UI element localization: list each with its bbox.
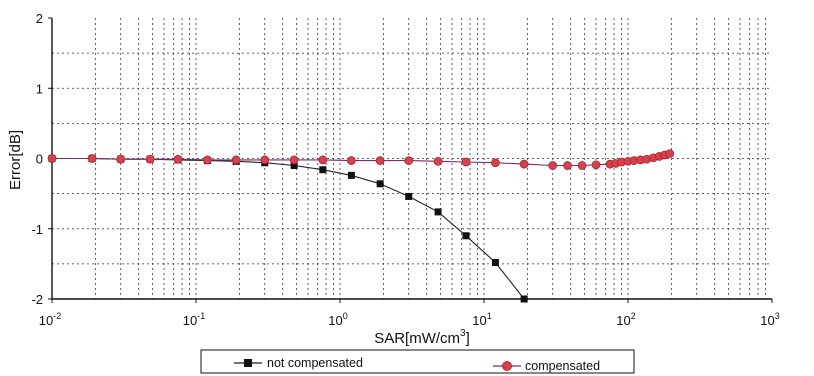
point-compensated: [433, 156, 443, 166]
point-compensated: [173, 154, 183, 164]
point-compensated: [491, 158, 500, 168]
legend-compensated-label: compensated: [525, 359, 600, 373]
point-not-compensated: [319, 166, 327, 174]
point-compensated: [87, 154, 97, 163]
point-compensated: [665, 149, 675, 158]
point-compensated: [116, 154, 126, 164]
point-compensated: [231, 155, 241, 165]
point-compensated: [404, 156, 414, 165]
legend-compensated-marker: [502, 361, 512, 371]
point-not-compensated: [290, 162, 298, 170]
legend-not-compensated-marker: [244, 359, 252, 367]
x-axis-label-end: ]: [466, 330, 470, 347]
point-not-compensated: [462, 232, 470, 240]
point-compensated: [318, 155, 328, 165]
point-compensated: [47, 154, 57, 163]
series-line-compensated: [52, 153, 670, 167]
legend-box: [200, 349, 635, 374]
point-not-compensated: [434, 208, 442, 216]
point-compensated: [461, 157, 471, 167]
x-axis-label: SAR[mW/cm3]: [374, 328, 470, 347]
series-layer: [47, 149, 675, 303]
point-compensated: [145, 154, 155, 164]
point-compensated: [289, 155, 299, 165]
point-not-compensated: [347, 171, 355, 179]
legend-not-compensated-label: not compensated: [267, 356, 363, 370]
y-tick-label: -1: [31, 222, 43, 237]
x-tick-label: 10-1: [183, 311, 205, 328]
x-tick-label: 102: [616, 311, 635, 328]
y-tick-label: -2: [31, 292, 43, 307]
y-tick-label: 1: [36, 81, 43, 96]
point-compensated: [260, 155, 270, 165]
point-compensated: [203, 155, 212, 165]
point-not-compensated: [376, 180, 384, 188]
x-tick-label: 10-2: [39, 311, 61, 328]
point-compensated: [577, 161, 587, 170]
y-axis-label: Error[dB]: [7, 130, 24, 190]
point-compensated: [375, 156, 385, 165]
y-tick-label: 2: [36, 11, 43, 26]
point-not-compensated: [405, 192, 413, 200]
point-compensated: [548, 161, 558, 170]
x-axis-label-sup: 3: [460, 328, 466, 339]
point-compensated: [591, 160, 601, 170]
point-compensated: [519, 159, 529, 169]
legend: not compensated compensated: [200, 349, 635, 374]
point-compensated: [347, 156, 356, 165]
point-not-compensated: [520, 295, 528, 303]
point-not-compensated: [491, 258, 499, 266]
x-tick-label: 103: [760, 311, 779, 328]
x-axis-label-main: SAR[mW/cm: [374, 330, 460, 347]
x-tick-label: 101: [472, 311, 491, 328]
y-tick-label: 0: [36, 152, 43, 167]
point-compensated: [563, 161, 572, 170]
x-tick-labels: 10-2 10-1 100 101 102 103: [39, 299, 780, 328]
x-tick-label: 100: [328, 311, 347, 328]
